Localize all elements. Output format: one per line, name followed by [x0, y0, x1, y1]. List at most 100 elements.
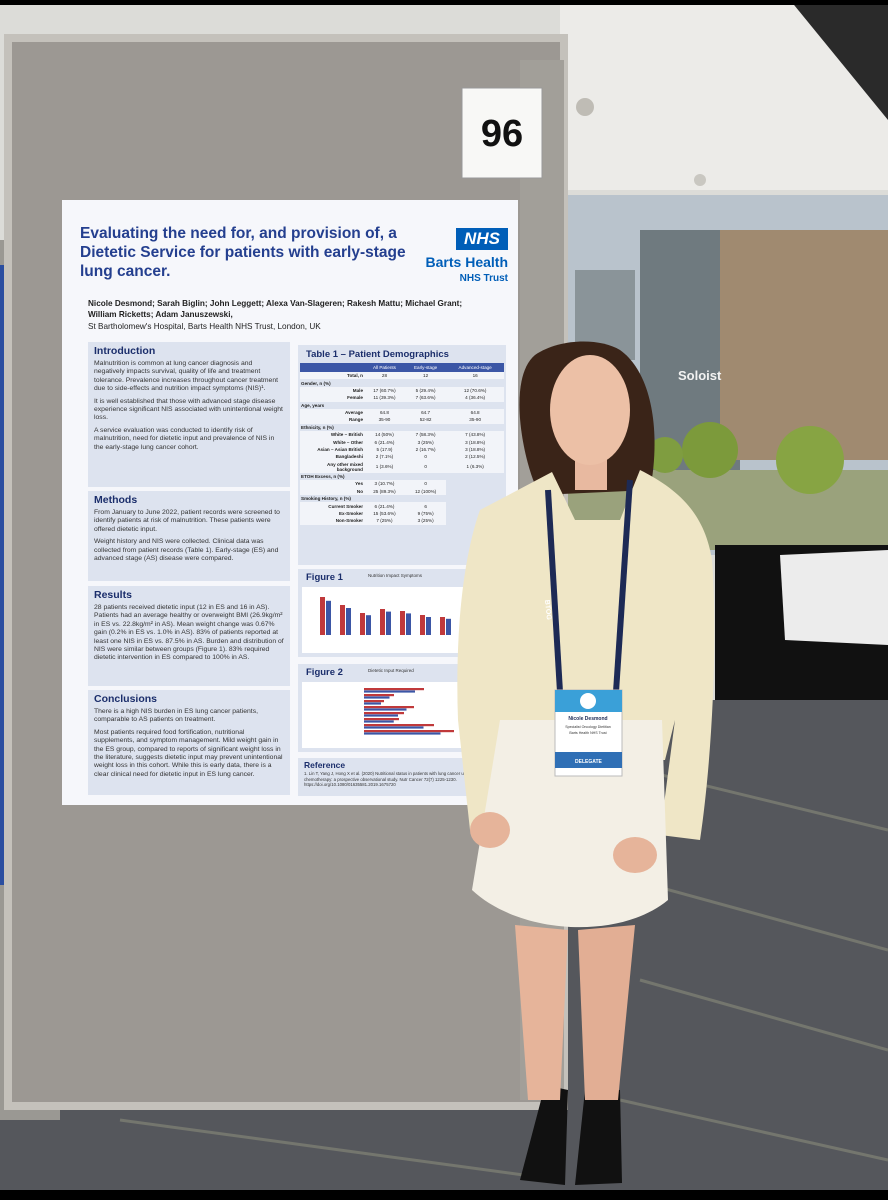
plot-shape: [446, 618, 451, 635]
table-cell: Asian – Asian British: [300, 445, 364, 454]
section: Conclusions There is a high NIS burden in…: [88, 690, 290, 795]
table-cell: 16: [446, 372, 504, 380]
table-cell: 35-90: [364, 416, 405, 424]
plot-shape: [364, 706, 414, 709]
table-cell: 7 (43.8%): [446, 431, 504, 439]
table-cell: 15 (53.6%): [364, 509, 405, 518]
paragraph: It is well established that those with a…: [94, 397, 283, 422]
table-row: Age, years: [300, 401, 504, 409]
table-cell: 64.8: [446, 408, 504, 417]
plot-shape: [364, 730, 454, 733]
table-cell: Ex-Smoker: [300, 509, 364, 518]
table-cell: 0: [404, 480, 447, 488]
plot-shape: [420, 615, 425, 635]
table-cell: Female: [300, 394, 364, 402]
table-cell: 7 (25%): [364, 517, 405, 525]
figure-heading: Figure 1: [306, 572, 343, 583]
plot-shape: [346, 608, 351, 635]
table-cell: 28: [364, 372, 405, 380]
trust-name: NHS Trust: [459, 273, 508, 284]
board-number: 96: [481, 113, 523, 155]
plot-shape: [360, 613, 365, 635]
plot-shape: [466, 624, 471, 635]
plot-shape: [364, 696, 390, 699]
table-cell: Age, years: [300, 401, 504, 409]
plot-shape: [364, 700, 384, 703]
table-cell: 0: [404, 453, 447, 461]
nhs-logo: NHS: [456, 228, 508, 250]
table-row: Smoking History, n (%): [300, 495, 504, 503]
section-heading: Introduction: [94, 345, 156, 357]
table-cell: 11 (39.3%): [364, 394, 405, 402]
table-cell: 6: [404, 502, 447, 510]
table-row: White – Other 6 (21.4%) 3 (25%) 3 (18.8%): [300, 438, 504, 446]
table-cell: White – Other: [300, 438, 364, 446]
table-cell: White – British: [300, 431, 364, 439]
figure-title: Nutrition Impact Symptoms: [368, 573, 423, 578]
plot-shape: [406, 613, 411, 635]
header-cell: All Patients: [364, 363, 405, 372]
plot-shape: [364, 712, 404, 715]
demographics-table: All Patients Early-stage Advanced-stage Tot…: [300, 363, 504, 525]
table-cell: 6 (21.4%): [364, 438, 405, 446]
table-cell: Ethnicity, n (%): [300, 423, 504, 431]
paragraph: Most patients required food fortificatio…: [94, 728, 283, 778]
reference-heading: Reference: [304, 760, 346, 770]
section: Methods From January to June 2022, patien…: [88, 491, 290, 581]
table-row: No 25 (89.3%) 12 (100%): [300, 487, 504, 495]
plot-shape: [364, 694, 394, 697]
table-row: Bangladeshi 2 (7.1%) 0 2 (12.5%): [300, 453, 504, 461]
plot-shape: [366, 615, 371, 635]
table-cell: 64.7: [404, 408, 447, 417]
figure-plot: [302, 682, 502, 748]
paragraph: There is a high NIS burden in ES lung ca…: [94, 708, 258, 724]
plot-shape: [460, 623, 465, 635]
section: Results 28 patients received dietetic inp…: [88, 586, 290, 686]
table-cell: 17 (60.7%): [364, 386, 405, 395]
figure: Figure 2 Dietetic Input Required: [298, 664, 506, 752]
table-cell: 3 (18.8%): [446, 438, 504, 446]
table-cell: 9 (75%): [404, 509, 447, 518]
plot-shape: [364, 732, 441, 735]
plot-shape: [364, 714, 398, 717]
plot-shape: [364, 718, 399, 721]
section-heading: Methods: [94, 494, 138, 506]
header-cell: Advanced-stage: [446, 363, 504, 372]
plot-shape: [440, 617, 445, 635]
table-cell: 1 (6.3%): [446, 460, 504, 473]
table-cell: Current Smoker: [300, 502, 364, 510]
table-cell: 4 (36.4%): [446, 394, 504, 402]
table-cell: 3 (25%): [404, 517, 447, 525]
table-cell: 52-82: [404, 416, 447, 424]
table-cell: Total, n: [300, 372, 364, 380]
figure-heading: Figure 2: [306, 667, 343, 678]
figure-plot: [302, 587, 502, 653]
figure-title: Dietetic Input Required: [368, 668, 414, 673]
header-cell: Early-stage: [404, 363, 447, 372]
plot-shape: [380, 609, 385, 635]
table-cell: 12 (100%): [404, 487, 447, 495]
table-row: ETOH Excess, n (%): [300, 472, 504, 481]
table-cell: No: [300, 487, 364, 495]
table-row: White – British 14 (50%) 7 (58.3%) 7 (43.8%…: [300, 431, 504, 439]
table-cell: 0: [404, 460, 447, 473]
table-cell: 5 (17.9): [364, 445, 405, 454]
org-name: Barts Health: [425, 254, 508, 270]
section-heading: Results: [94, 589, 132, 601]
table-row: Total, n 28 12 16: [300, 372, 504, 380]
table-row: Current Smoker 6 (21.4%) 6: [300, 502, 504, 510]
table-cell: 2 (12.5%): [446, 453, 504, 461]
table-row: Female 11 (39.3%) 7 (63.6%) 4 (36.4%): [300, 394, 504, 402]
reference-text: 1. Lin T, Yang J, Hong X et al. (2020) N…: [304, 771, 483, 787]
table-panel: Table 1 – Patient Demographics All Patie…: [298, 345, 506, 565]
affiliation: St Bartholomew's Hospital, Barts Health …: [88, 322, 321, 331]
plot-shape: [364, 708, 407, 711]
paragraph: From January to June 2022, patient recor…: [94, 509, 280, 533]
table-cell: Bangladeshi: [300, 453, 364, 461]
plot-shape: [400, 611, 405, 635]
table-cell: Any other mixed background: [300, 460, 364, 473]
figure: Figure 1 Nutrition Impact Symptoms: [298, 569, 506, 657]
table-row: Average 64.8 64.7 64.8: [300, 408, 504, 417]
plot-shape: [386, 611, 391, 635]
